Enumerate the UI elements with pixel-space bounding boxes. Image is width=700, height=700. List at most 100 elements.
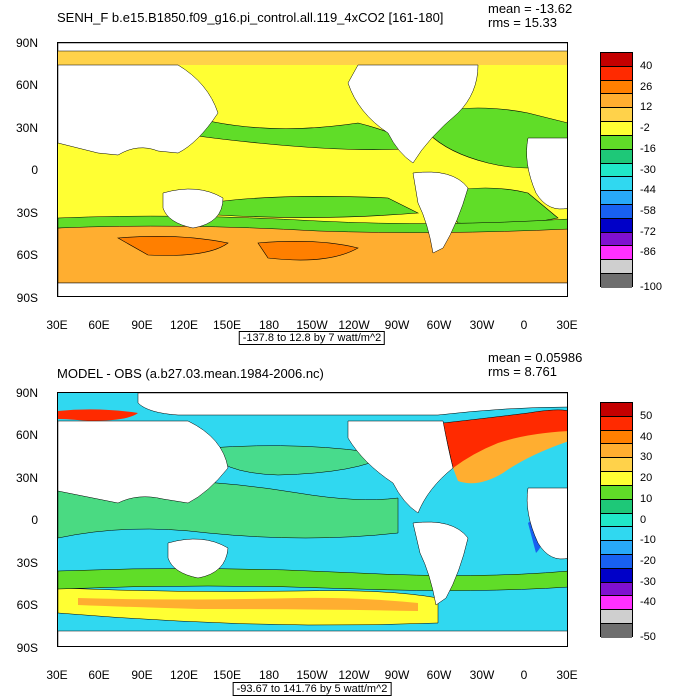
colorbar-label: -100 bbox=[640, 281, 663, 293]
colorbar-swatch bbox=[601, 472, 632, 486]
continents bbox=[58, 43, 567, 296]
colorbar-swatch bbox=[601, 108, 632, 123]
colorbar-swatch bbox=[601, 444, 632, 459]
lon-tick-label: 0 bbox=[520, 668, 528, 682]
land-eurasia-africa bbox=[58, 420, 229, 504]
colorbar-swatch bbox=[601, 177, 632, 192]
lon-tick-label: 150E bbox=[212, 318, 242, 332]
colorbar-swatch bbox=[601, 274, 632, 288]
lon-tick-label: 90E bbox=[131, 668, 153, 682]
lon-tick-label: 30E bbox=[556, 668, 578, 682]
chart-panel-senh-f: SENH_F b.e15.B1850.f09_g16.pi_control.al… bbox=[15, 2, 663, 345]
lon-tick-label: 90E bbox=[131, 318, 153, 332]
chart-title: SENH_F b.e15.B1850.f09_g16.pi_control.al… bbox=[57, 10, 444, 25]
colorbar-label: 20 bbox=[640, 472, 653, 485]
lon-tick-label: 60W bbox=[426, 668, 452, 682]
chart-panel-model-minus-obs: MODEL - OBS (a.b27.03.mean.1984-2006.nc)… bbox=[0, 350, 700, 700]
colorbar-label: -58 bbox=[640, 204, 656, 217]
land-africa-west bbox=[526, 487, 567, 560]
colorbar-label: 0 bbox=[640, 513, 647, 526]
colorbar-label: -72 bbox=[640, 225, 656, 238]
colorbar-label: 30 bbox=[640, 451, 653, 464]
map-plot bbox=[57, 392, 568, 647]
chart-title: MODEL - OBS (a.b27.03.mean.1984-2006.nc) bbox=[57, 366, 324, 381]
colorbar-swatch bbox=[601, 66, 632, 81]
colorbar-swatch bbox=[601, 122, 632, 136]
lon-tick-label: 120W bbox=[338, 668, 370, 682]
north-atlantic-orange-edge bbox=[453, 431, 567, 484]
lon-tick-label: 150E bbox=[212, 668, 242, 682]
lat-tick-label: 90N bbox=[15, 386, 38, 400]
land-arctic bbox=[137, 393, 567, 416]
colorbar-label: -16 bbox=[640, 142, 656, 155]
colorbar-swatch bbox=[601, 80, 632, 95]
lat-tick-label: 60S bbox=[16, 598, 38, 612]
land-australia bbox=[167, 538, 229, 579]
colorbar-swatch bbox=[601, 53, 632, 67]
stats-block: mean = 0.05986 rms = 8.761 bbox=[488, 351, 582, 379]
land-south-america bbox=[412, 521, 469, 606]
lat-tick-label: 90N bbox=[15, 36, 38, 50]
lat-tick-label: 60N bbox=[15, 428, 38, 442]
lon-tick-label: 120W bbox=[338, 318, 370, 332]
land-australia bbox=[162, 188, 224, 229]
colorbar-swatch bbox=[601, 527, 632, 542]
southern-ocean-orange-streak bbox=[78, 597, 418, 611]
map-field-svg bbox=[58, 43, 567, 296]
colorbar-label: 40 bbox=[640, 430, 653, 443]
lon-tick-label: 90W bbox=[384, 318, 410, 332]
lon-tick-label: 60E bbox=[88, 668, 110, 682]
lon-tick-label: 60W bbox=[426, 318, 452, 332]
colorbar-swatch bbox=[601, 554, 632, 569]
lat-tick-label: 30S bbox=[16, 206, 38, 220]
colorbar-swatch bbox=[601, 403, 632, 417]
colorbar-swatch bbox=[601, 232, 632, 247]
lon-tick-label: 150W bbox=[296, 318, 328, 332]
lat-tick-label: 90S bbox=[16, 641, 38, 655]
colorbar-swatch bbox=[601, 260, 632, 274]
land-antarctica bbox=[58, 630, 567, 646]
lon-tick-label: 30E bbox=[46, 668, 68, 682]
colorbar-swatch bbox=[601, 149, 632, 164]
land-south-america bbox=[412, 171, 469, 254]
colorbar-swatch bbox=[601, 610, 632, 624]
colorbar-label: 50 bbox=[640, 409, 653, 422]
colorbar-swatch bbox=[601, 191, 632, 205]
tropical-pacific-green-band bbox=[207, 196, 420, 218]
colorbar bbox=[600, 52, 633, 288]
colorbar-label: 40 bbox=[640, 59, 653, 72]
colorbar-swatch bbox=[601, 163, 632, 178]
colorbar-label: -86 bbox=[640, 246, 656, 259]
colorbar-label: -30 bbox=[640, 163, 656, 176]
lat-tick-label: 30N bbox=[15, 121, 38, 135]
colorbar-label: -2 bbox=[640, 122, 650, 135]
lon-tick-label: 90W bbox=[384, 668, 410, 682]
map-plot bbox=[57, 42, 568, 297]
lat-tick-label: 60S bbox=[16, 248, 38, 262]
colorbar-swatch bbox=[601, 541, 632, 555]
land-eurasia-africa bbox=[58, 64, 219, 156]
lat-tick-label: 60N bbox=[15, 78, 38, 92]
colorbar-swatch bbox=[601, 596, 632, 611]
land-north-america bbox=[347, 64, 479, 164]
colorbar-label: -20 bbox=[640, 554, 656, 567]
lon-tick-label: 120E bbox=[169, 318, 199, 332]
colorbar-label: -30 bbox=[640, 575, 656, 588]
lat-tick-label: 30N bbox=[15, 471, 38, 485]
lon-tick-label: 180 bbox=[258, 668, 280, 682]
continents bbox=[58, 393, 567, 646]
lon-tick-label: 120E bbox=[169, 668, 199, 682]
colorbar-swatch bbox=[601, 246, 632, 261]
land-north-america bbox=[347, 420, 454, 514]
rms-value: rms = 15.33 bbox=[488, 15, 558, 30]
colorbar-swatch bbox=[601, 430, 632, 445]
stats-block: mean = -13.62 rms = 15.33 bbox=[488, 2, 572, 30]
arctic-red-anomaly bbox=[58, 409, 138, 421]
lon-tick-label: 60E bbox=[88, 318, 110, 332]
colorbar-label: -50 bbox=[640, 631, 656, 643]
lon-tick-label: 30E bbox=[556, 318, 578, 332]
colorbar-swatch bbox=[601, 218, 632, 233]
colorbar-label: 26 bbox=[640, 80, 653, 93]
colorbar-label: -10 bbox=[640, 534, 656, 547]
range-caption: -93.67 to 141.76 by 5 watt/m^2 bbox=[232, 682, 392, 696]
